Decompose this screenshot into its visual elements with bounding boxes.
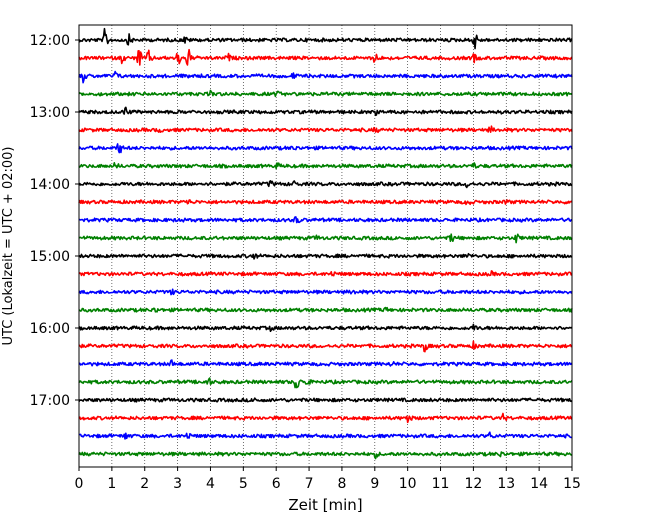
trace-1630 (78, 359, 573, 367)
trace-1500 (78, 252, 573, 260)
trace-1745 (78, 451, 573, 460)
x-tick-label: 8 (337, 476, 346, 492)
x-tick-label: 14 (530, 476, 548, 492)
x-tick-label: 2 (140, 476, 149, 492)
x-axis-ticks: 0 1 2 3 4 5 6 7 8 9 10 11 12 13 14 15 (75, 467, 581, 492)
trace-1645 (78, 377, 573, 389)
trace-1545 (78, 306, 573, 313)
trace-1515 (78, 270, 573, 277)
trace-1615 (78, 340, 573, 353)
y-tick-label: 14:00 (30, 177, 70, 193)
y-tick-label: 15:00 (30, 249, 70, 265)
x-tick-label: 13 (497, 476, 515, 492)
x-tick-label: 9 (370, 476, 379, 492)
y-axis-ticks: 12:00 13:00 14:00 15:00 16:00 17:00 (30, 33, 79, 409)
y-tick-label: 17:00 (30, 393, 70, 409)
trace-group (78, 27, 573, 460)
x-tick-label: 15 (563, 476, 581, 492)
trace-1415 (78, 199, 573, 206)
trace-1200 (78, 27, 573, 50)
plot-frame (78, 24, 573, 468)
trace-1730 (78, 431, 573, 440)
y-tick-label: 16:00 (30, 321, 70, 337)
x-tick-label: 11 (432, 476, 450, 492)
trace-1430 (78, 216, 573, 224)
x-tick-label: 5 (239, 476, 248, 492)
trace-1345 (78, 162, 573, 170)
x-tick-label: 6 (272, 476, 281, 492)
x-tick-label: 1 (107, 476, 116, 492)
x-tick-label: 3 (173, 476, 182, 492)
x-tick-label: 7 (305, 476, 314, 492)
trace-1300 (78, 106, 573, 117)
trace-1400 (78, 180, 572, 189)
trace-1215 (78, 48, 573, 66)
x-tick-label: 10 (399, 476, 417, 492)
x-tick-label: 4 (206, 476, 215, 492)
y-tick-label: 13:00 (30, 105, 70, 121)
y-tick-label: 12:00 (30, 33, 70, 49)
trace-1530 (78, 288, 573, 296)
x-tick-label: 12 (464, 476, 482, 492)
y-axis-label: UTC (Lokalzeit = UTC + 02:00) (1, 147, 16, 346)
trace-1600 (79, 323, 573, 333)
x-axis-label: Zeit [min] (288, 496, 362, 514)
trace-1315 (78, 125, 573, 134)
trace-1445 (78, 233, 573, 244)
trace-1715 (78, 412, 573, 424)
trace-1700 (78, 397, 573, 403)
x-tick-label: 0 (75, 476, 84, 492)
trace-1230 (78, 70, 573, 84)
trace-1330 (78, 143, 573, 154)
trace-1245 (78, 89, 573, 98)
